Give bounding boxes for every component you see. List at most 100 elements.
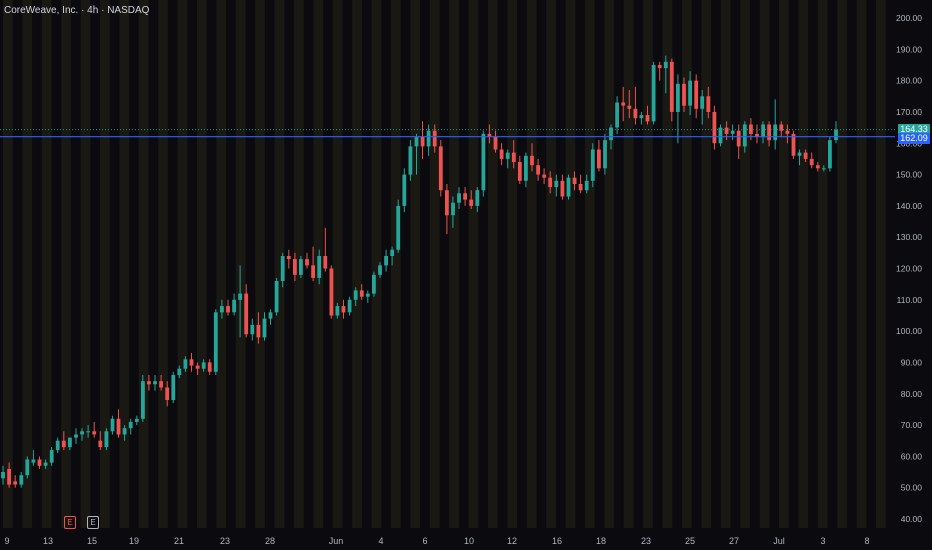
- x-tick-label: 16: [552, 536, 562, 546]
- candle-body: [92, 431, 97, 435]
- candle-body: [19, 475, 24, 485]
- candle-body: [457, 193, 461, 203]
- candle-body: [147, 381, 151, 385]
- candle-body: [189, 359, 194, 366]
- candle-body: [445, 190, 449, 216]
- candle-body: [797, 152, 802, 156]
- session-band: [197, 0, 207, 528]
- candle-body: [341, 306, 346, 313]
- earnings-event-icon[interactable]: E: [87, 516, 99, 529]
- session-band: [623, 0, 634, 528]
- session-band: [720, 0, 731, 528]
- candle-body: [669, 61, 674, 112]
- session-band: [643, 0, 653, 528]
- candle-body: [213, 312, 218, 372]
- session-band: [779, 0, 789, 528]
- candle-body: [286, 256, 291, 260]
- candle-body: [68, 437, 72, 447]
- candle-body: [536, 165, 540, 175]
- candle-body: [451, 202, 455, 216]
- session-band: [158, 0, 168, 528]
- candle-body: [694, 80, 699, 109]
- candle-body: [280, 256, 285, 281]
- candle-body: [712, 111, 717, 144]
- candle-body: [815, 165, 820, 169]
- session-band: [507, 0, 518, 528]
- y-tick-label: 110.00: [897, 295, 923, 305]
- x-tick-label: Jun: [329, 536, 344, 546]
- y-tick-label: 40.00: [901, 514, 923, 524]
- candle-body: [408, 146, 413, 175]
- x-tick-label: 23: [641, 536, 651, 546]
- y-tick-label: 90.00: [901, 357, 923, 367]
- y-tick-label: 170.00: [896, 107, 922, 117]
- session-band: [856, 0, 867, 528]
- session-band: [177, 0, 188, 528]
- candle-body: [511, 152, 516, 162]
- candle-body: [718, 127, 723, 144]
- candle-body: [803, 152, 808, 159]
- session-band: [391, 0, 401, 528]
- y-tick-label: 140.00: [896, 201, 922, 211]
- candle-body: [141, 381, 145, 419]
- candle-body: [584, 180, 589, 191]
- candle-body: [688, 80, 692, 106]
- candle-body: [311, 265, 315, 278]
- candle-body: [426, 130, 431, 147]
- x-tick-label: 18: [596, 536, 606, 546]
- candle-body: [755, 133, 759, 137]
- x-tick-label: 27: [729, 536, 739, 546]
- x-tick-label: 23: [220, 536, 230, 546]
- candle-body: [499, 149, 504, 159]
- y-tick-label: 100.00: [896, 326, 922, 336]
- candle-body: [305, 259, 309, 266]
- candle-body: [402, 174, 407, 206]
- candle-body: [736, 130, 741, 147]
- session-band: [332, 0, 343, 528]
- y-tick-label: 120.00: [896, 264, 922, 274]
- candle-body: [365, 293, 370, 297]
- session-band: [274, 0, 285, 528]
- candle-body: [347, 299, 352, 313]
- candle-body: [1, 472, 5, 479]
- candle-body: [742, 124, 747, 147]
- session-band: [740, 0, 750, 528]
- candle-body: [86, 431, 90, 433]
- candle-body: [785, 130, 790, 134]
- candle-body: [834, 129, 838, 141]
- candle-body: [104, 431, 109, 447]
- session-band: [80, 0, 91, 528]
- session-band: [3, 0, 13, 528]
- session-band: [410, 0, 421, 528]
- session-band: [662, 0, 673, 528]
- candle-body: [201, 362, 206, 369]
- candle-body: [122, 428, 127, 435]
- candle-body: [590, 149, 595, 181]
- candle-body: [603, 140, 607, 169]
- x-tick-label: 12: [507, 536, 517, 546]
- candle-body: [250, 324, 255, 335]
- candle-body: [220, 306, 224, 313]
- session-band: [701, 0, 712, 528]
- session-band: [682, 0, 692, 528]
- y-tick-label: 130.00: [896, 232, 922, 242]
- candle-body: [481, 133, 486, 191]
- session-band: [371, 0, 382, 528]
- y-tick-label: 60.00: [901, 451, 923, 461]
- candle-body: [226, 306, 230, 313]
- level-price-label: 162.09: [898, 133, 930, 145]
- earnings-event-icon[interactable]: E: [64, 516, 76, 529]
- candle-body: [37, 459, 42, 466]
- candle-body: [177, 368, 182, 375]
- y-tick-label: 50.00: [901, 483, 923, 493]
- y-tick-label: 150.00: [896, 170, 922, 180]
- candle-body: [505, 152, 510, 159]
- candle-body: [329, 268, 334, 316]
- candle-body: [256, 324, 261, 338]
- session-band: [817, 0, 828, 528]
- candle-body: [195, 365, 200, 369]
- y-tick-label: 80.00: [901, 389, 923, 399]
- candle-body: [293, 259, 297, 275]
